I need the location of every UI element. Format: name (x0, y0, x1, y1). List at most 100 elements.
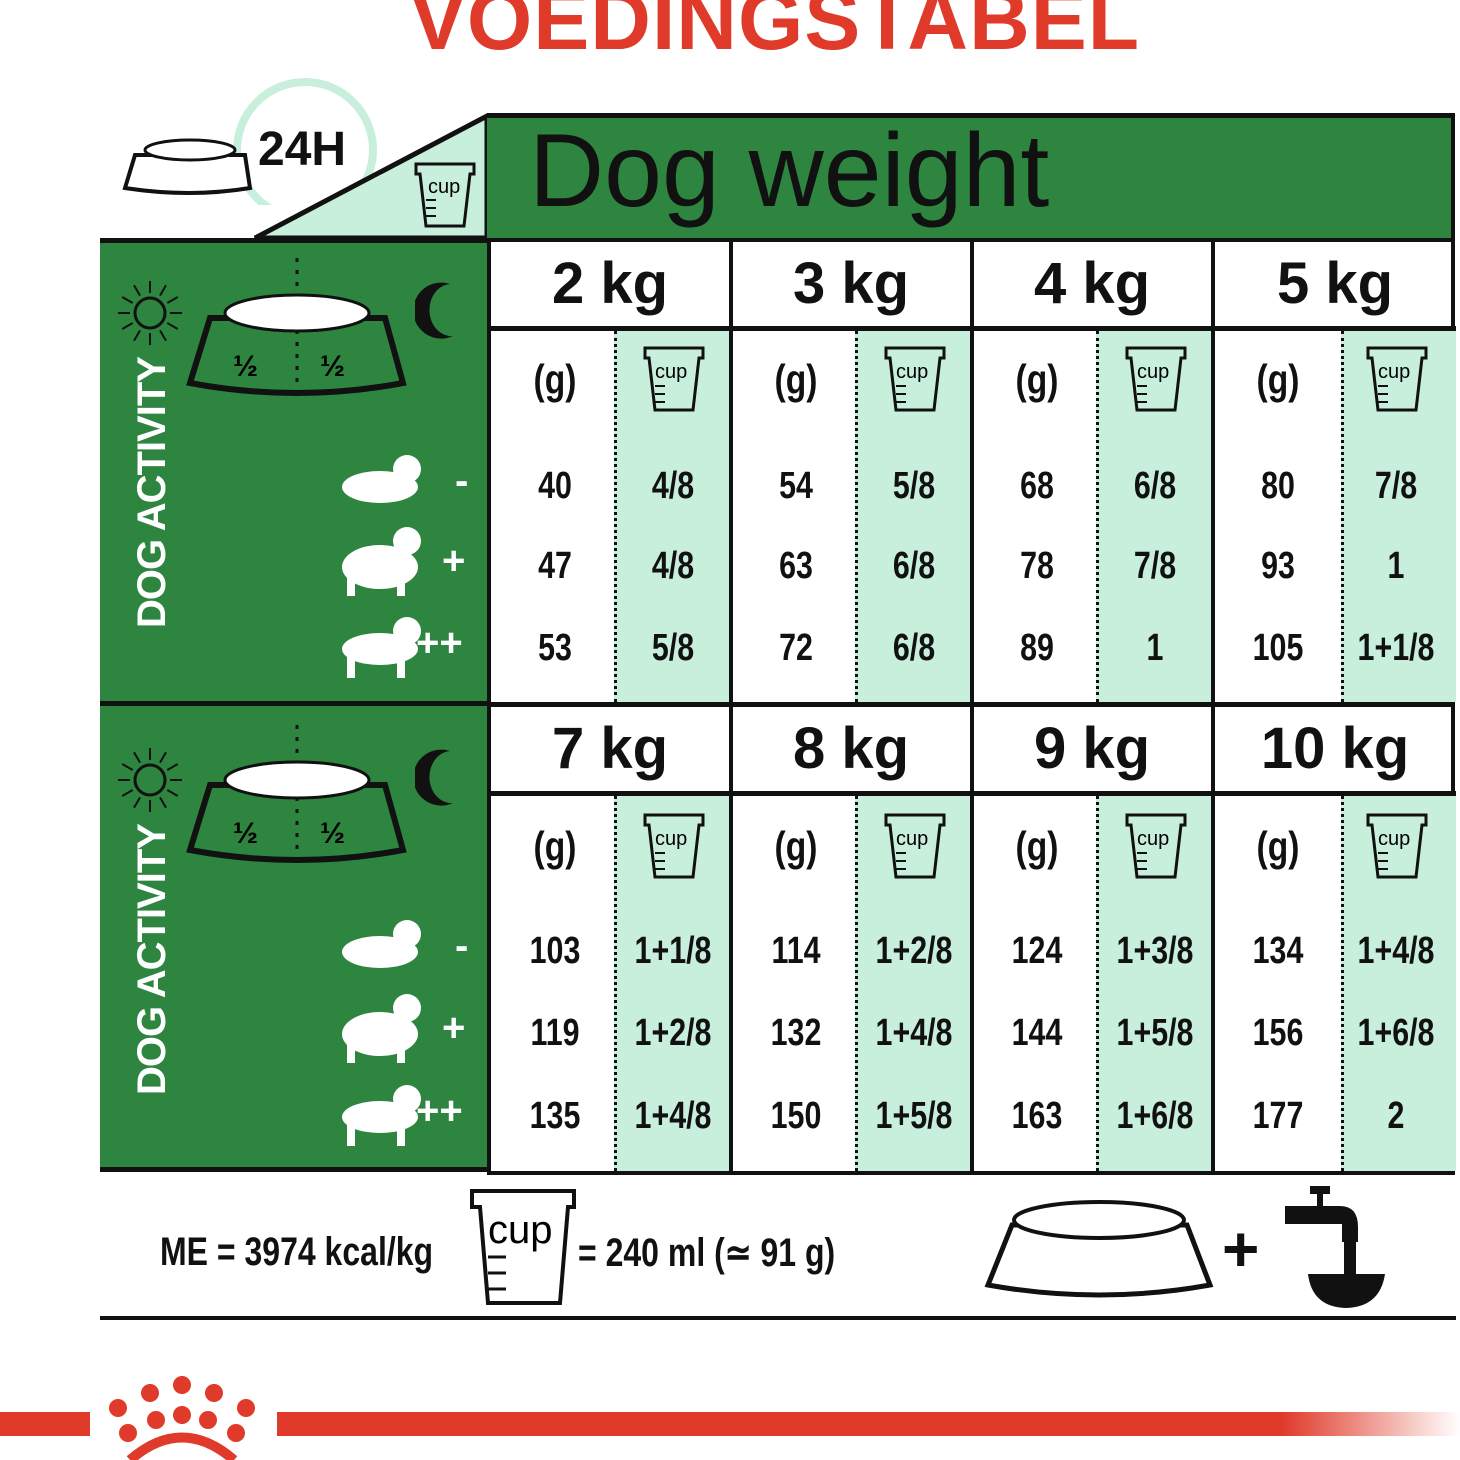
cup-column (1341, 796, 1456, 1171)
energy-text: ME = 3974 kcal/kg (160, 1230, 434, 1274)
svg-text:cup: cup (1137, 828, 1169, 850)
cups-value: 7/8 (1374, 465, 1418, 507)
svg-text:½: ½ (320, 817, 345, 850)
svg-text:cup: cup (1137, 361, 1169, 383)
weight-header: 9 kg (973, 707, 1211, 796)
feeding-block: 7 kg (g) cup 103 1+1/8 119 1+2/8 135 1+4/8 8 kg (g… (487, 703, 1456, 1175)
svg-text:cup: cup (1378, 828, 1410, 850)
activity-label: DOG ACTIVITY (130, 824, 174, 1095)
grams-value: 119 (530, 1012, 580, 1054)
cups-value: 4/8 (651, 545, 695, 587)
svg-text:cup: cup (896, 361, 928, 383)
cup-icon: cup (414, 162, 476, 228)
weight-header: 2 kg (491, 242, 729, 331)
svg-text:½: ½ (320, 350, 345, 383)
weight-header: 10 kg (1214, 707, 1456, 796)
weight-column: 3 kg (g) cup 54 5/8 63 6/8 72 6/8 (732, 242, 974, 702)
grams-value: 144 (1011, 1012, 1063, 1054)
page-title: VOEDINGSTABEL (409, 0, 1141, 67)
grams-value: 134 (1252, 930, 1304, 972)
svg-text:cup: cup (655, 361, 687, 383)
cups-value: 1+1/8 (1357, 627, 1435, 669)
grams-header: (g) (1256, 823, 1300, 870)
cups-value: 1+5/8 (875, 1095, 953, 1137)
royal-canin-crown-logo (109, 1376, 255, 1460)
cup-column (855, 796, 970, 1171)
weight-header: 8 kg (732, 707, 970, 796)
activity-level-0: - (455, 924, 469, 968)
activity-level-1: + (442, 539, 466, 583)
activity-level-1: + (442, 1006, 466, 1050)
cups-value: 1+4/8 (634, 1095, 712, 1137)
grams-header: (g) (1015, 823, 1059, 870)
cups-value: 6/8 (892, 545, 936, 587)
sun-icon (118, 748, 182, 812)
cups-value: 6/8 (1133, 465, 1177, 507)
grams-value: 68 (1020, 465, 1054, 507)
grams-value: 114 (771, 930, 821, 972)
weight-column: 5 kg (g) cup 80 7/8 93 1 105 1+1/8 (1214, 242, 1456, 702)
cups-value: 1+4/8 (1357, 930, 1435, 972)
grams-value: 103 (529, 930, 581, 972)
cups-value: 1+6/8 (1116, 1095, 1194, 1137)
grams-header: (g) (774, 356, 818, 403)
grams-value: 156 (1252, 1012, 1304, 1054)
cups-value: 1+4/8 (875, 1012, 953, 1054)
svg-text:cup: cup (896, 828, 928, 850)
cups-value: 1+6/8 (1357, 1012, 1435, 1054)
grams-value: 132 (770, 1012, 822, 1054)
grams-value: 89 (1020, 627, 1054, 669)
weight-header: 4 kg (973, 242, 1211, 331)
cup-equivalent-text: = 240 ml (≃ 91 g) (578, 1231, 836, 1275)
cups-value: 1+3/8 (1116, 930, 1194, 972)
cups-value: 1+2/8 (875, 930, 953, 972)
cup-column (1341, 331, 1456, 702)
cup-icon: cup (1366, 346, 1428, 412)
cups-value: 4/8 (651, 465, 695, 507)
activity-level-0: - (455, 459, 469, 503)
grams-value: 177 (1252, 1095, 1304, 1137)
svg-text:cup: cup (655, 828, 687, 850)
weight-column: 8 kg (g) cup 114 1+2/8 132 1+4/8 150 1+5/8 (732, 707, 974, 1171)
cup-icon: cup (643, 346, 705, 412)
cup-icon: cup (884, 346, 946, 412)
cups-value: 1 (1387, 545, 1405, 587)
feeding-block: 2 kg (g) cup 40 4/8 47 4/8 53 5/8 3 kg (g) cup 54 5/8… (487, 238, 1456, 706)
cup-icon: cup (884, 813, 946, 879)
grams-value: 47 (538, 545, 572, 587)
grams-value: 78 (1020, 545, 1054, 587)
weight-column: 2 kg (g) cup 40 4/8 47 4/8 53 5/8 (491, 242, 733, 702)
cup-column (614, 331, 729, 702)
plus-sign: + (1222, 1213, 1260, 1285)
weight-header: 5 kg (1214, 242, 1456, 331)
cups-value: 6/8 (892, 627, 936, 669)
grams-value: 72 (779, 627, 813, 669)
grams-value: 80 (1261, 465, 1295, 507)
grams-value: 54 (779, 465, 813, 507)
cup-icon: cup (643, 813, 705, 879)
cup-icon: cup (1366, 813, 1428, 879)
grams-header: (g) (1256, 356, 1300, 403)
grams-value: 124 (1011, 930, 1063, 972)
cups-value: 1+5/8 (1116, 1012, 1194, 1054)
grams-value: 150 (770, 1095, 822, 1137)
dog-weight-header: Dog weight (487, 113, 1455, 238)
grams-value: 105 (1252, 627, 1304, 669)
grams-value: 93 (1261, 545, 1295, 587)
moon-icon (415, 749, 453, 806)
cups-value: 7/8 (1133, 545, 1177, 587)
svg-text:½: ½ (233, 817, 258, 850)
weight-column: 7 kg (g) cup 103 1+1/8 119 1+2/8 135 1+4/8 (491, 707, 733, 1171)
cup-column (1096, 331, 1211, 702)
weight-header: 3 kg (732, 242, 970, 331)
grams-value: 163 (1011, 1095, 1063, 1137)
sun-icon (118, 281, 182, 345)
cup-icon: cup (470, 1189, 576, 1305)
cup-column (614, 796, 729, 1171)
dog-weight-title: Dog weight (529, 113, 1050, 229)
weight-column: 9 kg (g) cup 124 1+3/8 144 1+5/8 163 1+6/8 (973, 707, 1215, 1171)
clock-icon (233, 78, 377, 205)
brand-bar (0, 1412, 90, 1436)
cups-value: 1 (1146, 627, 1164, 669)
moon-icon (415, 282, 453, 339)
